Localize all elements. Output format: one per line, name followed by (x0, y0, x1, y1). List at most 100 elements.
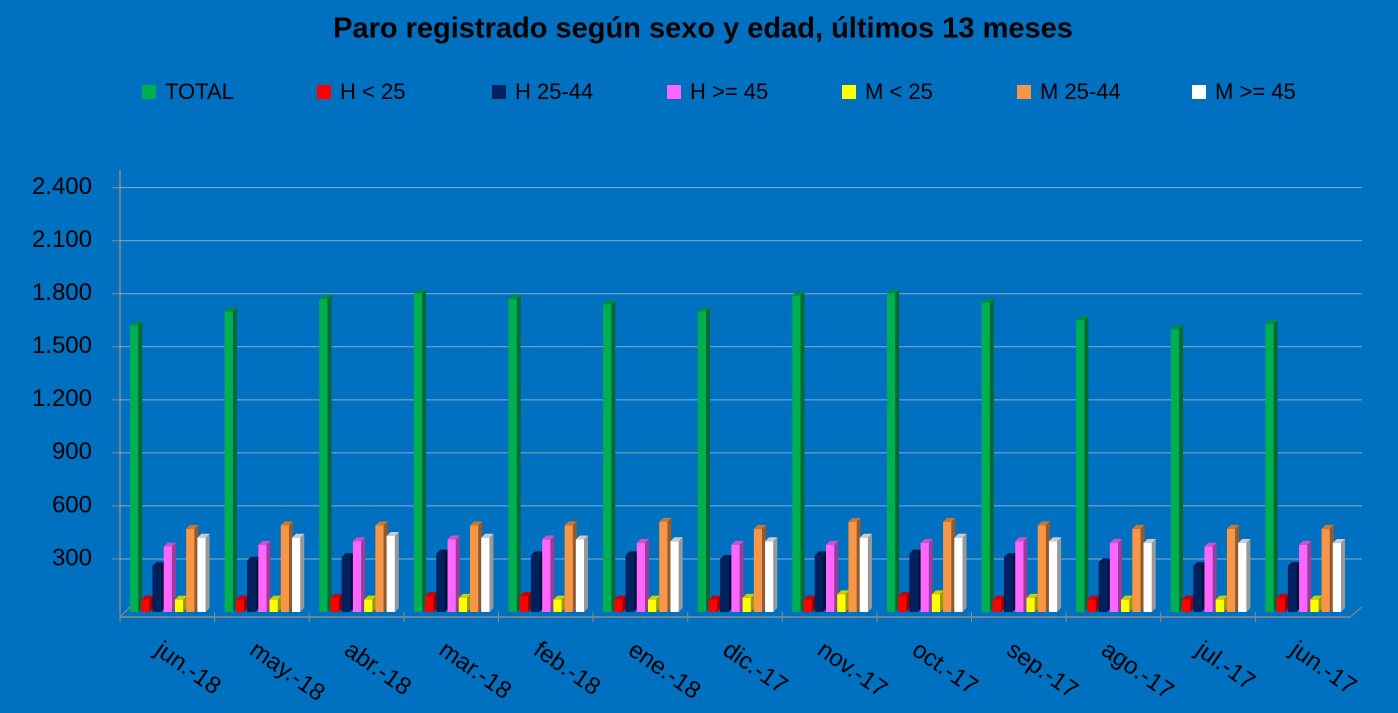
legend-label: H 25-44 (515, 79, 593, 104)
bar (1193, 566, 1202, 612)
bar-top (603, 300, 616, 305)
bar-side (895, 289, 900, 612)
bar-top (826, 540, 839, 545)
bar-top (1076, 316, 1089, 321)
bar-side (989, 298, 994, 612)
bar-top (1204, 542, 1217, 547)
bar-side (1084, 316, 1089, 612)
bar-top (708, 595, 722, 600)
bar (530, 555, 540, 612)
bar (731, 544, 740, 612)
bar (386, 535, 395, 612)
bar (1026, 597, 1035, 612)
bar-top (720, 554, 733, 559)
bar-top (1276, 593, 1289, 598)
bar (141, 599, 150, 612)
bar-side (611, 300, 616, 612)
bar (447, 539, 456, 612)
legend-swatch (1017, 85, 1031, 99)
bar (458, 597, 467, 612)
bar-top (648, 595, 661, 600)
bar (235, 599, 245, 612)
bar-top (197, 533, 210, 538)
bar-top (1310, 595, 1323, 600)
bar (708, 599, 718, 612)
bar-side (1179, 325, 1183, 612)
bar-top (742, 593, 755, 598)
bar-top (292, 533, 305, 538)
bar-top (130, 321, 143, 326)
bar (330, 597, 339, 612)
bar-top (731, 540, 744, 545)
bar (542, 539, 551, 612)
bar-top (508, 295, 521, 300)
bar-top (1193, 562, 1206, 567)
y-tick-label: 1.200 (32, 385, 92, 412)
bar (920, 543, 929, 612)
bar-top (152, 562, 165, 567)
bar (837, 594, 846, 612)
bar-top (186, 524, 199, 529)
legend-label: M < 25 (865, 79, 933, 104)
bar-top (670, 537, 683, 542)
bar (436, 553, 445, 612)
bar (1087, 599, 1096, 612)
bar (1015, 541, 1024, 612)
bar (943, 521, 952, 612)
bar (1132, 528, 1141, 612)
bar (352, 541, 362, 612)
legend-label: TOTAL (165, 79, 234, 104)
bar (753, 528, 763, 612)
bar-side (584, 535, 589, 612)
bar (341, 557, 350, 612)
bar-top (614, 595, 627, 600)
bar (931, 594, 941, 612)
bar-top (1121, 595, 1134, 600)
bar-top (753, 524, 767, 529)
bar (1299, 544, 1308, 612)
bar (1238, 543, 1247, 612)
bar-top (1098, 558, 1111, 563)
bar-top (1265, 319, 1278, 324)
bar (247, 560, 256, 612)
bar-top (1109, 539, 1123, 544)
bar-side (1023, 537, 1028, 612)
bar (280, 525, 289, 612)
legend-swatch (317, 85, 331, 99)
bar (425, 596, 434, 612)
bar-top (1143, 539, 1156, 544)
legend-label: H < 25 (340, 79, 405, 104)
bar-top (564, 521, 577, 526)
bar (792, 295, 801, 612)
bar-top (364, 595, 377, 600)
bar-side (455, 535, 460, 612)
bar (508, 299, 517, 612)
bar (364, 599, 373, 612)
bar-top (1048, 537, 1062, 542)
bar-top (886, 289, 900, 294)
bar-top (470, 521, 483, 526)
bar (1332, 543, 1341, 612)
bar (197, 537, 206, 612)
bar-top (247, 556, 260, 561)
bar (1048, 541, 1058, 612)
bar-side (205, 533, 210, 612)
bar-top (425, 592, 438, 597)
bar (224, 311, 233, 612)
bar-side (327, 295, 332, 612)
bar (470, 525, 479, 612)
bar-side (361, 537, 366, 612)
bar-side (928, 539, 933, 612)
bar-side (1118, 539, 1123, 612)
bar (163, 546, 172, 612)
bar (258, 544, 267, 612)
bar (648, 599, 657, 612)
bar-side (773, 537, 778, 612)
bar (636, 543, 645, 612)
bar-top (542, 535, 555, 540)
bar-top (765, 537, 778, 542)
bar-side (138, 321, 143, 612)
bar (1109, 543, 1119, 612)
bar-top (375, 521, 388, 526)
legend-swatch (1192, 85, 1206, 99)
